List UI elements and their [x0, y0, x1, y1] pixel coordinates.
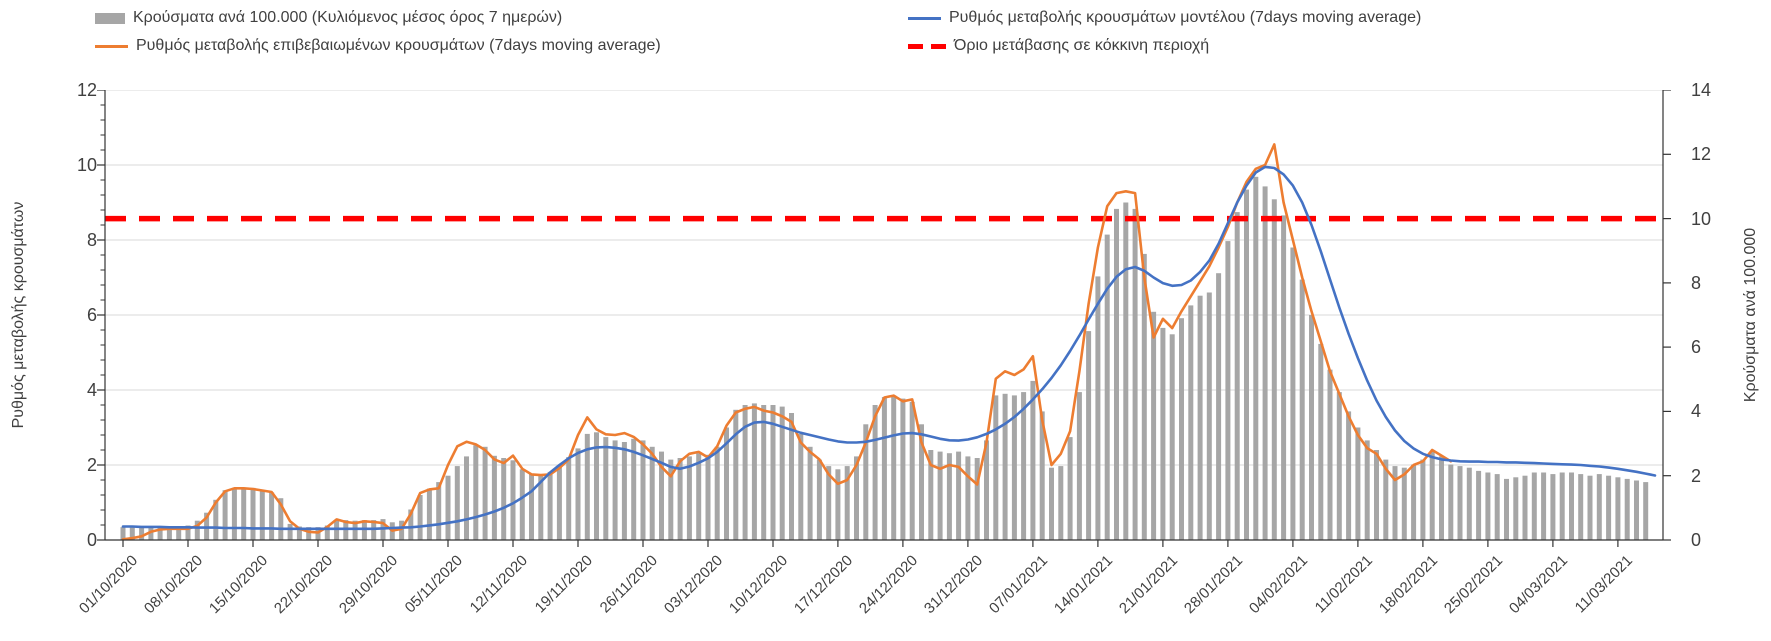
- x-axis-tick-label: 26/11/2020: [596, 552, 661, 617]
- legend-label: Ρυθμός μεταβολής επιβεβαιωμένων κρουσμάτ…: [136, 37, 661, 54]
- x-axis-tick-label: 04/03/2021: [1505, 552, 1571, 618]
- legend-item-cases-bars: Κρούσματα ανά 100.000 (Κυλιόμενος μέσος …: [95, 9, 562, 27]
- legend-label: Όριο μετάβασης σε κόκκινη περιοχή: [954, 37, 1210, 54]
- legend-label: Κρούσματα ανά 100.000 (Κυλιόμενος μέσος …: [133, 9, 563, 26]
- x-axis-tick-label: 08/10/2020: [140, 552, 207, 618]
- right-axis-tick-label: 6: [1691, 337, 1702, 358]
- blue-line-swatch-icon: [908, 16, 941, 20]
- x-axis-tick-label: 11/02/2021: [1311, 552, 1376, 617]
- x-axis-tick-label: 21/01/2021: [1115, 552, 1181, 618]
- left-axis-title: Ρυθμός μεταβολής κρουσμάτων: [10, 201, 27, 429]
- left-axis-tick-label: 6: [86, 305, 97, 325]
- x-axis-tick-label: 17/12/2020: [790, 552, 856, 618]
- legend-item-confirmed-rate: Ρυθμός μεταβολής επιβεβαιωμένων κρουσμάτ…: [95, 37, 661, 55]
- x-axis-tick-label: 05/11/2020: [401, 552, 467, 617]
- x-axis-tick-label: 14/01/2021: [1050, 552, 1116, 618]
- left-axis-tick-label: 10: [76, 155, 97, 175]
- x-axis-tick-label: 04/02/2021: [1245, 552, 1311, 618]
- left-axis-tick-label: 12: [76, 80, 97, 100]
- left-axis-tick-label: 2: [86, 455, 97, 475]
- x-axis-tick-label: 28/01/2021: [1180, 552, 1246, 618]
- x-axis-tick-label: 11/03/2021: [1571, 552, 1636, 617]
- left-axis-tick-label: 0: [86, 530, 97, 550]
- left-axis-tick-label: 8: [86, 230, 97, 250]
- right-axis-title: Κρούσματα ανά 100.000: [1742, 227, 1759, 403]
- x-axis-tick-label: 29/10/2020: [335, 552, 402, 618]
- right-axis-tick-label: 2: [1691, 465, 1702, 486]
- right-axis-tick-label: 4: [1691, 401, 1702, 422]
- right-axis-tick-label: 14: [1691, 80, 1712, 100]
- legend-item-red-threshold: Όριο μετάβασης σε κόκκινη περιοχή: [908, 37, 1209, 55]
- legend-label: Ρυθμός μεταβολής κρουσμάτων μοντέλου (7d…: [949, 9, 1422, 26]
- x-axis-tick-label: 12/11/2020: [466, 552, 532, 617]
- x-axis-tick-label: 18/02/2021: [1375, 552, 1441, 618]
- x-axis-tick-label: 07/01/2021: [985, 552, 1051, 618]
- bar-swatch-icon: [95, 12, 125, 24]
- x-axis-tick-label: 25/02/2021: [1440, 552, 1506, 618]
- x-axis-tick-label: 19/11/2020: [531, 552, 596, 617]
- right-axis-tick-label: 8: [1691, 272, 1702, 293]
- right-axis-tick-label: 12: [1691, 144, 1712, 165]
- orange-line-swatch-icon: [95, 44, 128, 48]
- x-axis-tick-label: 10/12/2020: [725, 552, 791, 618]
- x-axis-tick-label: 31/12/2020: [920, 552, 986, 618]
- left-axis-tick-label: 4: [86, 380, 97, 400]
- right-axis-tick-label: 0: [1691, 530, 1702, 550]
- plot-area: [97, 90, 1671, 547]
- legend-item-model-rate: Ρυθμός μεταβολής κρουσμάτων μοντέλου (7d…: [908, 9, 1421, 27]
- right-axis-tick-label: 10: [1691, 208, 1712, 229]
- x-axis-tick-label: 01/10/2020: [75, 552, 142, 618]
- x-axis-tick-label: 24/12/2020: [855, 552, 921, 618]
- red-dash-swatch-icon: [908, 43, 946, 49]
- x-axis-tick-label: 03/12/2020: [660, 552, 726, 618]
- x-axis-tick-label: 22/10/2020: [270, 552, 337, 618]
- x-axis-tick-label: 15/10/2020: [205, 552, 272, 618]
